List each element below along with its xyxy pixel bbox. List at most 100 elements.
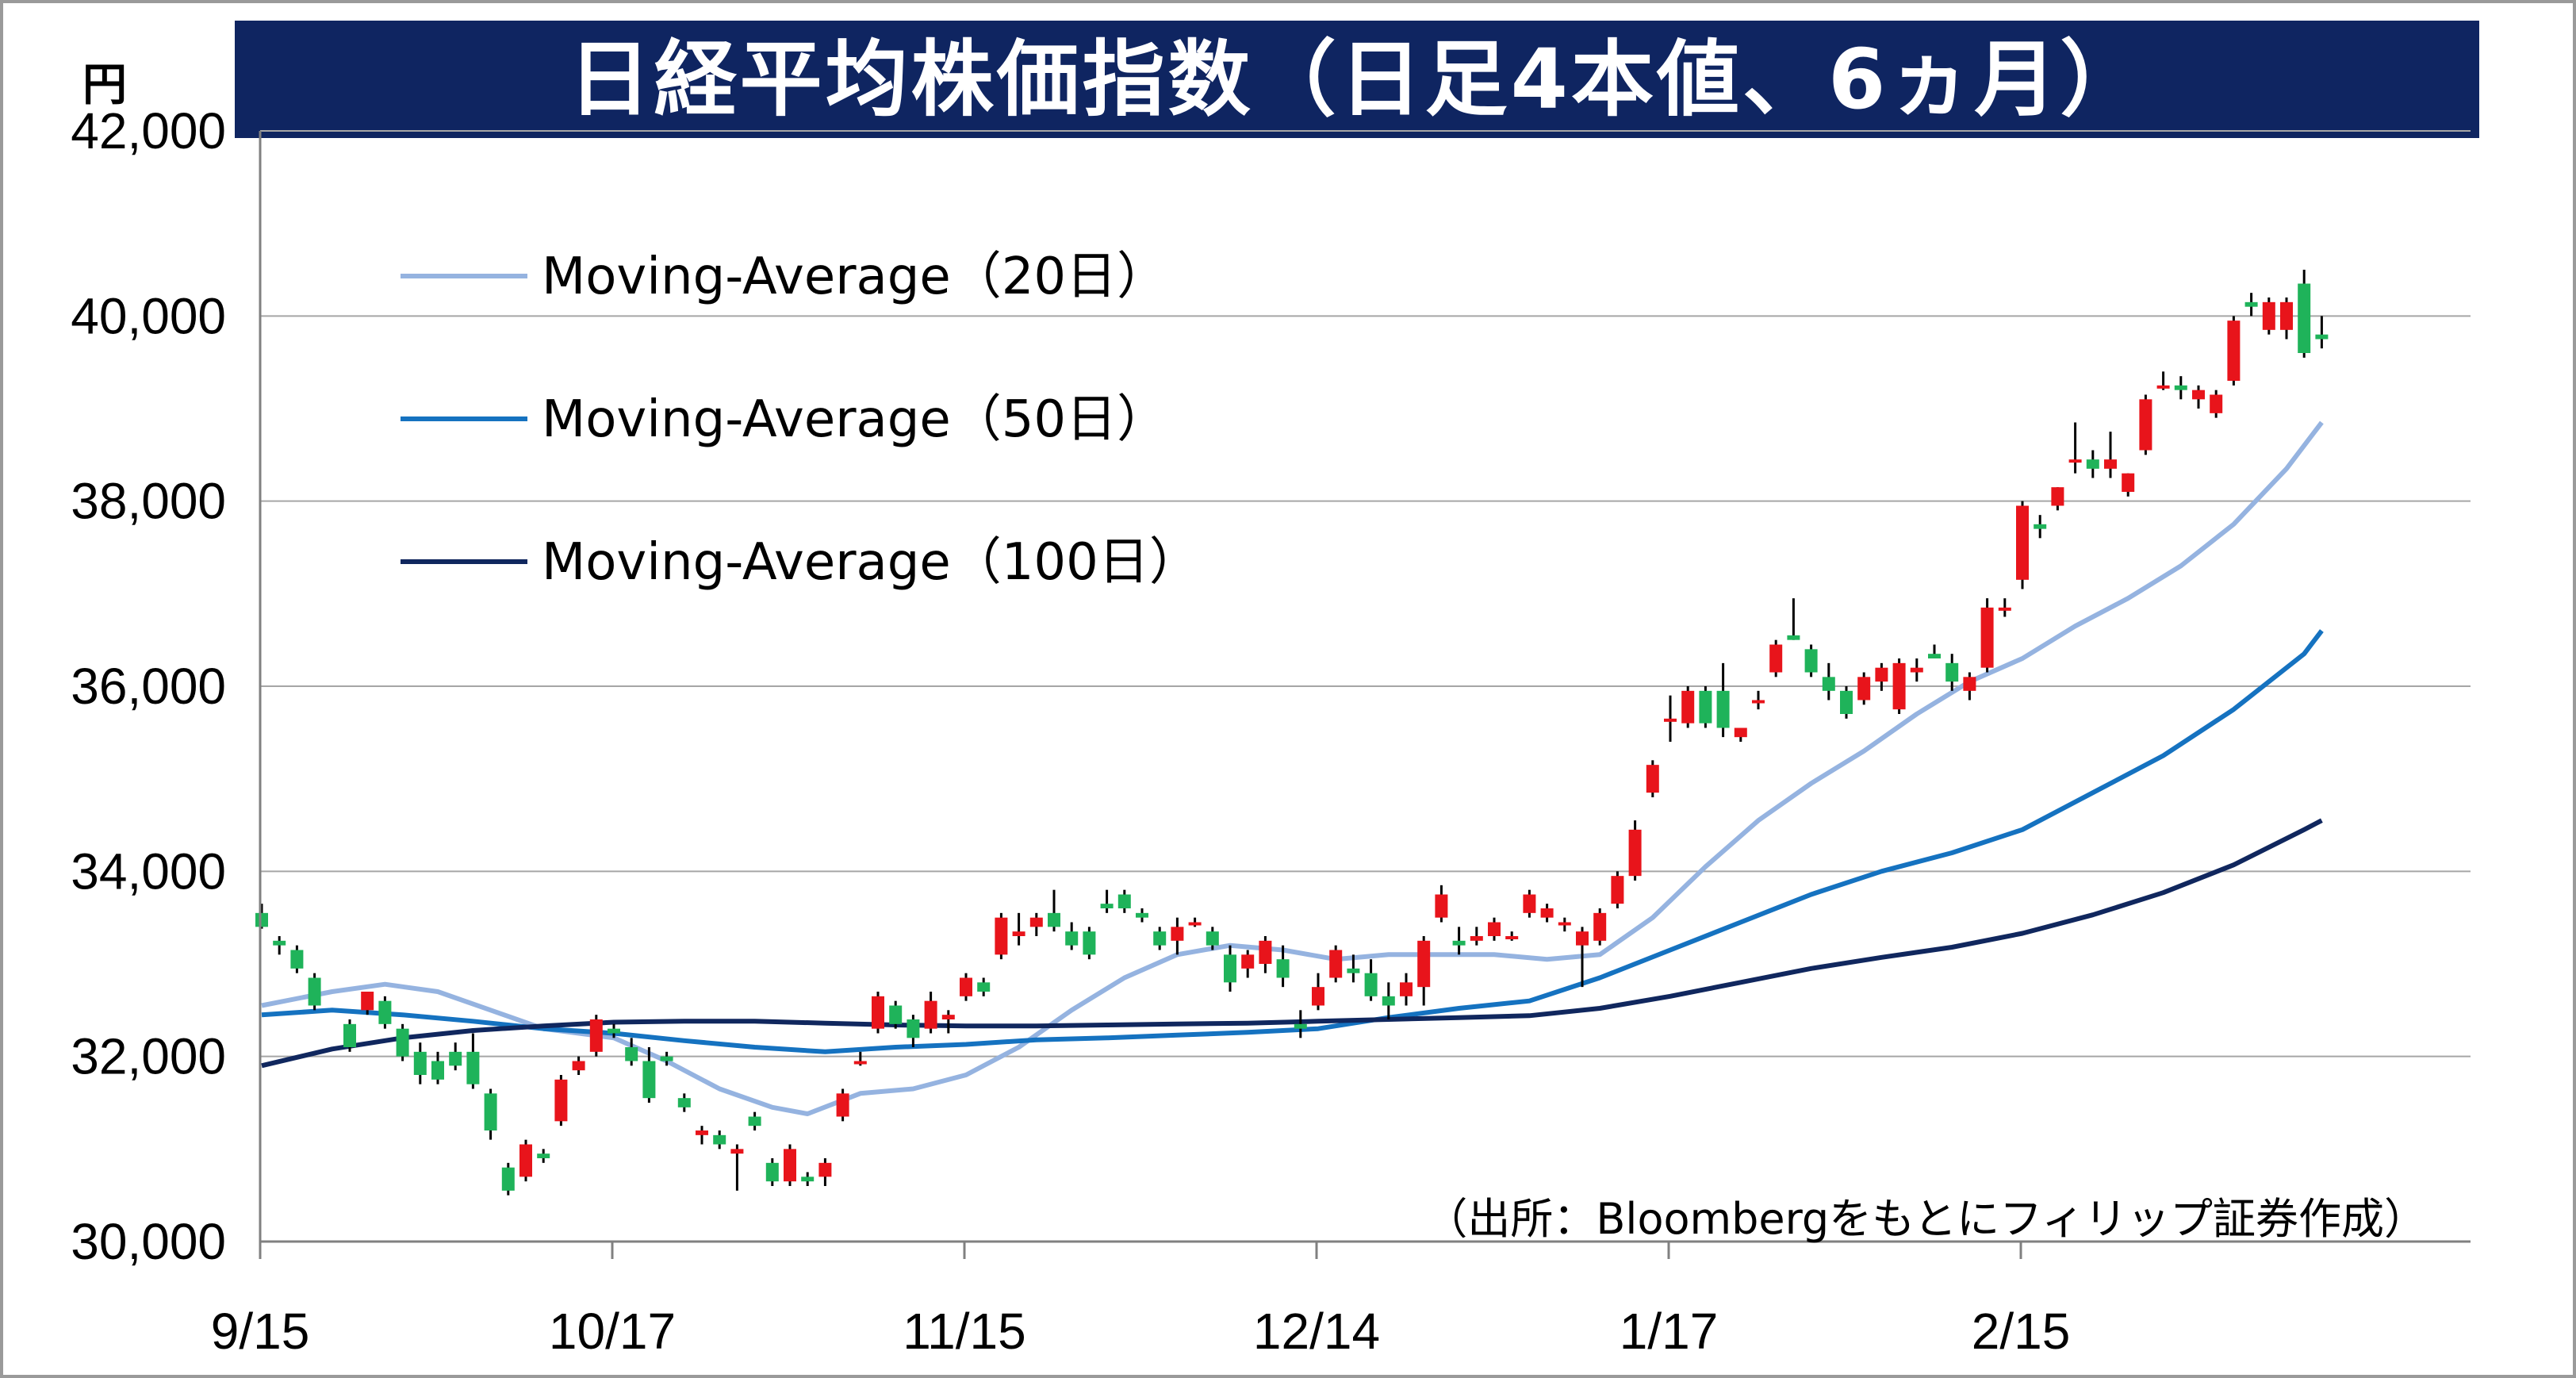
candle-body — [730, 1149, 744, 1154]
candle — [1400, 973, 1413, 1006]
candle-body — [1276, 959, 1290, 978]
candle — [1452, 927, 1466, 955]
y-tick-labels: 30,000 32,000 34,000 36,000 38,000 40,000 42,0… — [71, 102, 226, 1270]
y-tick-label: 36,000 — [71, 658, 226, 715]
candle-body — [413, 1051, 427, 1075]
candle-body — [1611, 876, 1624, 904]
candle — [1822, 662, 1835, 701]
candle-body — [1892, 662, 1906, 710]
candle-body — [537, 1153, 550, 1158]
candle — [1312, 973, 1324, 1011]
candle-body — [1664, 718, 1677, 722]
candle — [1734, 727, 1747, 742]
candle — [378, 996, 392, 1029]
y-tick-label: 32,000 — [71, 1028, 226, 1085]
candle-body — [431, 1061, 444, 1080]
candle-body — [1593, 912, 1607, 941]
series-line-ma20 — [261, 420, 2324, 1116]
candle — [1188, 917, 1202, 927]
candle-body — [343, 1023, 356, 1047]
legend-label: Moving-Average（20日） — [542, 248, 1167, 306]
candle — [1259, 936, 1272, 973]
candle-body — [1804, 649, 1818, 673]
candle — [2192, 385, 2205, 409]
candle-body — [1259, 940, 1272, 964]
x-tick-label: 1/17 — [1620, 1303, 1719, 1360]
chart-title: 日経平均株価指数（日足4本値、6ヵ月） — [568, 31, 2146, 128]
candle-body — [1117, 894, 1131, 908]
candle — [1769, 639, 1783, 677]
candle-body — [1294, 1023, 1307, 1029]
candle — [1435, 885, 1448, 923]
candle — [589, 1015, 603, 1057]
series-line-ma100 — [261, 818, 2323, 1069]
candle — [1628, 820, 1642, 881]
candle — [924, 992, 937, 1034]
candle — [801, 1172, 815, 1186]
candle — [519, 1139, 532, 1182]
candle — [431, 1051, 444, 1084]
candle-body — [572, 1061, 585, 1071]
candle — [1558, 917, 1571, 932]
candle — [1540, 904, 1554, 923]
candle-body — [1241, 954, 1255, 969]
candle-body — [1171, 927, 1184, 941]
candle — [1171, 917, 1184, 955]
candle-body — [1505, 936, 1519, 939]
candle — [784, 1144, 796, 1186]
candle — [1206, 927, 1219, 950]
candle-body — [1963, 677, 1976, 691]
candle — [730, 1144, 744, 1191]
candle-body — [290, 950, 304, 969]
candle — [642, 1047, 656, 1103]
candle — [1716, 662, 1730, 738]
candle — [977, 977, 991, 996]
candle-body — [995, 917, 1008, 955]
candle — [1329, 945, 1343, 983]
candle-body — [1558, 922, 1571, 926]
candle — [1980, 598, 1994, 673]
candle — [1382, 982, 1395, 1019]
candle — [2139, 394, 2152, 455]
candle — [1910, 658, 1923, 682]
candle — [2174, 376, 2187, 400]
candle — [484, 1088, 497, 1140]
candles — [255, 270, 2329, 1196]
candle-body — [2068, 459, 2082, 463]
candle-body — [642, 1061, 656, 1099]
candle-body — [818, 1162, 832, 1177]
candle-body — [1857, 677, 1871, 701]
candle — [1488, 917, 1501, 941]
candle — [1294, 1010, 1307, 1038]
candle-body — [1716, 690, 1730, 728]
candle-body — [1980, 607, 1994, 668]
candle — [625, 1038, 638, 1066]
candle-body — [519, 1144, 532, 1177]
candle-body — [1382, 996, 1395, 1006]
candle-body — [2156, 385, 2170, 389]
candle-body — [1699, 690, 1712, 724]
candle — [1576, 927, 1589, 988]
candle-body — [449, 1051, 462, 1066]
candle-body — [1136, 912, 1148, 918]
candle — [1048, 889, 1060, 932]
candle — [1117, 889, 1131, 913]
y-axis-unit: 円 — [82, 59, 127, 111]
candle-body — [1681, 690, 1695, 724]
candle-body — [2051, 487, 2064, 506]
candle-body — [1012, 931, 1025, 936]
candle-body — [2244, 301, 2258, 307]
candle-body — [1928, 654, 1941, 658]
candle-body — [1628, 829, 1642, 877]
candle-body — [713, 1134, 726, 1145]
candle-body — [2104, 459, 2117, 469]
candle-body — [2174, 385, 2187, 390]
candle — [2086, 450, 2099, 478]
candle — [696, 1126, 708, 1145]
candle — [1347, 954, 1360, 983]
candle — [608, 1023, 620, 1038]
candle — [660, 1051, 673, 1066]
candle — [960, 973, 972, 1001]
candle — [748, 1111, 761, 1130]
